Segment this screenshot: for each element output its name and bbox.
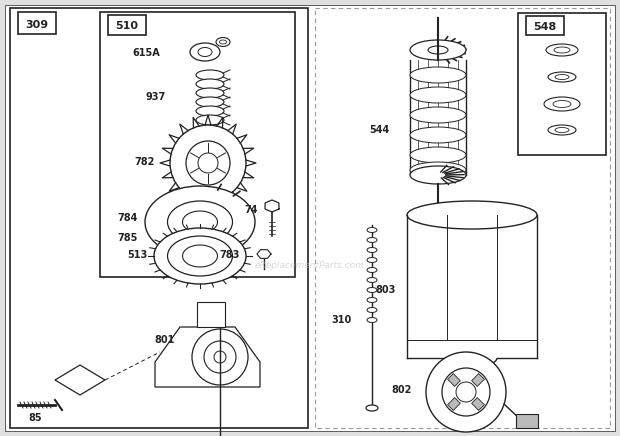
Circle shape: [456, 382, 476, 402]
Bar: [197, 302, 225, 327]
Bar: [472, 398, 484, 410]
Text: 803: 803: [376, 285, 396, 295]
Circle shape: [204, 341, 236, 373]
Ellipse shape: [367, 317, 377, 323]
Ellipse shape: [410, 107, 466, 123]
Text: 309: 309: [25, 20, 48, 30]
Circle shape: [442, 368, 490, 416]
Circle shape: [170, 125, 246, 201]
Ellipse shape: [145, 186, 255, 258]
Circle shape: [426, 352, 506, 432]
Bar: [18, 12, 56, 34]
Ellipse shape: [216, 37, 230, 47]
Ellipse shape: [167, 236, 232, 276]
Ellipse shape: [367, 248, 377, 252]
Ellipse shape: [410, 67, 466, 83]
Bar: [108, 15, 146, 35]
Ellipse shape: [555, 127, 569, 133]
Ellipse shape: [182, 245, 218, 267]
Bar: [448, 374, 460, 386]
Ellipse shape: [167, 201, 232, 243]
Ellipse shape: [219, 40, 226, 44]
Text: 937: 937: [146, 92, 166, 102]
Text: 801: 801: [154, 335, 175, 345]
Ellipse shape: [555, 75, 569, 79]
Bar: [516, 414, 538, 428]
Text: 310: 310: [332, 315, 352, 325]
Text: 85: 85: [28, 413, 42, 423]
Text: 615A: 615A: [132, 48, 160, 58]
Ellipse shape: [553, 101, 571, 108]
Ellipse shape: [548, 72, 576, 82]
Ellipse shape: [407, 201, 537, 229]
Ellipse shape: [544, 97, 580, 111]
Ellipse shape: [554, 47, 570, 53]
Ellipse shape: [182, 211, 218, 233]
Bar: [518, 13, 606, 155]
Polygon shape: [55, 365, 105, 395]
Ellipse shape: [366, 405, 378, 411]
Polygon shape: [155, 327, 260, 387]
Text: 74: 74: [244, 205, 258, 215]
Text: 783: 783: [219, 250, 240, 260]
Bar: [100, 12, 295, 277]
Bar: [10, 8, 308, 428]
Bar: [448, 398, 460, 410]
Ellipse shape: [428, 46, 448, 54]
Ellipse shape: [410, 166, 466, 184]
Text: 785: 785: [118, 233, 138, 243]
Ellipse shape: [548, 125, 576, 135]
Text: 510: 510: [115, 21, 138, 31]
Ellipse shape: [196, 97, 224, 107]
Ellipse shape: [410, 162, 466, 178]
Ellipse shape: [367, 268, 377, 272]
Text: 548: 548: [533, 22, 557, 32]
Text: 513: 513: [128, 250, 148, 260]
Ellipse shape: [546, 44, 578, 56]
Circle shape: [214, 351, 226, 363]
Bar: [315, 8, 610, 428]
Ellipse shape: [367, 307, 377, 313]
Ellipse shape: [367, 297, 377, 303]
Ellipse shape: [410, 127, 466, 143]
Ellipse shape: [367, 238, 377, 242]
Text: eReplacementParts.com: eReplacementParts.com: [255, 260, 365, 269]
Ellipse shape: [367, 258, 377, 262]
Ellipse shape: [367, 287, 377, 293]
Ellipse shape: [367, 277, 377, 283]
Circle shape: [198, 153, 218, 173]
Ellipse shape: [196, 88, 224, 98]
Ellipse shape: [190, 43, 220, 61]
Ellipse shape: [198, 48, 212, 57]
Ellipse shape: [410, 87, 466, 103]
Bar: [526, 16, 564, 35]
Ellipse shape: [196, 70, 224, 80]
Ellipse shape: [410, 147, 466, 163]
Ellipse shape: [196, 79, 224, 89]
Ellipse shape: [196, 106, 224, 116]
Text: 782: 782: [135, 157, 155, 167]
Ellipse shape: [154, 228, 246, 284]
Text: 784: 784: [118, 213, 138, 223]
Ellipse shape: [196, 115, 224, 125]
Text: 802: 802: [392, 385, 412, 395]
Ellipse shape: [367, 228, 377, 232]
Circle shape: [192, 329, 248, 385]
Text: 544: 544: [370, 125, 390, 135]
Ellipse shape: [410, 40, 466, 60]
Circle shape: [186, 141, 230, 185]
Bar: [472, 374, 484, 386]
